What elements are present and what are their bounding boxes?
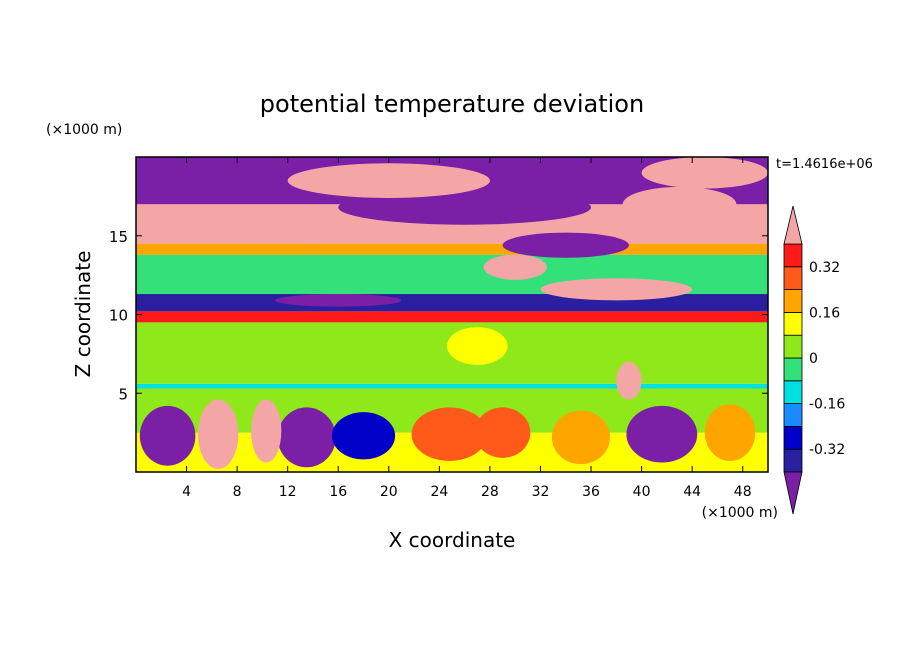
colorbar-segment <box>783 243 803 268</box>
contour-region <box>616 361 642 400</box>
x-tick-label: 32 <box>532 484 550 500</box>
contour-region <box>551 410 610 465</box>
contour-region <box>540 278 693 301</box>
contour-region <box>139 405 196 466</box>
contour-region <box>641 157 768 189</box>
x-unit-label: (×1000 m) <box>702 505 778 521</box>
x-tick-label: 8 <box>233 484 242 500</box>
x-tick-label: 20 <box>380 484 398 500</box>
contour-region <box>626 405 698 463</box>
time-label: t=1.4616e+06 <box>776 157 873 172</box>
contour-region <box>331 412 396 460</box>
contour-region <box>502 232 629 258</box>
contour-region <box>197 399 239 469</box>
contour-band <box>136 243 768 255</box>
contour-region <box>338 190 592 225</box>
contour-region <box>251 399 282 463</box>
x-tick-label: 24 <box>430 484 448 500</box>
y-tick-label: 15 <box>109 228 128 246</box>
contour-region <box>277 407 336 468</box>
colorbar-tick-label: 0.16 <box>809 305 840 321</box>
contour-region <box>411 407 488 461</box>
x-tick-label: 36 <box>582 484 600 500</box>
x-tick-label: 16 <box>329 484 347 500</box>
contour-region <box>446 327 508 365</box>
contour-region <box>275 294 402 307</box>
blobs-layer <box>139 157 768 469</box>
x-axis-label: X coordinate <box>389 528 516 552</box>
y-unit-label: (×1000 m) <box>46 122 122 138</box>
contour-band <box>136 383 768 389</box>
y-axis-label: Z coordinate <box>71 251 95 378</box>
colorbar-tick-label: -0.32 <box>809 442 845 458</box>
colorbar-bottom-triangle <box>783 471 803 515</box>
x-tick-label: 44 <box>683 484 701 500</box>
contour-band <box>136 311 768 323</box>
contour-region <box>622 186 737 222</box>
x-tick-label: 40 <box>633 484 651 500</box>
y-axis-ticks: 5 10 15 <box>109 228 768 403</box>
colorbar-segment <box>783 448 803 473</box>
y-tick-label: 5 <box>118 385 128 403</box>
contour-region <box>474 407 531 458</box>
contour-region <box>483 254 547 280</box>
chart-title: potential temperature deviation <box>260 90 644 118</box>
colorbar-segment <box>783 425 803 450</box>
contour-band <box>136 294 768 312</box>
x-tick-label: 28 <box>481 484 499 500</box>
colorbar-segment <box>783 311 803 336</box>
x-tick-label: 12 <box>279 484 297 500</box>
colorbar-segment <box>783 403 803 427</box>
colorbar-segment <box>783 289 803 313</box>
colorbar-tick-label: 0 <box>809 351 818 367</box>
colorbar-tick-label: 0.32 <box>809 260 840 276</box>
y-tick-label: 10 <box>109 307 128 325</box>
x-axis-ticks: 4 8 12 16 20 24 28 32 36 40 44 48 <box>182 157 752 500</box>
colorbar-segment <box>783 266 803 290</box>
contour-region <box>287 163 490 198</box>
colorbar-segment <box>783 357 803 382</box>
colorbar: -0.32 -0.16 0 0.16 0.32 <box>783 205 845 515</box>
plot-area <box>136 157 768 472</box>
x-tick-label: 4 <box>182 484 191 500</box>
colorbar-tick-label: -0.16 <box>809 397 845 413</box>
colorbar-segment <box>783 334 803 359</box>
contour-region <box>704 404 756 461</box>
colorbar-top-triangle <box>783 205 803 245</box>
colorbar-segment <box>783 380 803 404</box>
contour-region <box>249 221 377 244</box>
x-tick-label: 48 <box>734 484 752 500</box>
